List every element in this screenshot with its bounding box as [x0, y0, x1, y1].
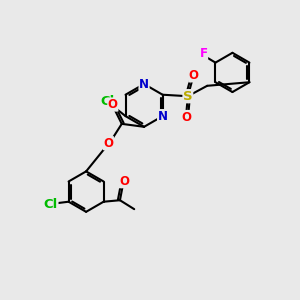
- Text: O: O: [189, 69, 199, 82]
- Text: F: F: [200, 47, 208, 60]
- Text: O: O: [182, 110, 191, 124]
- Text: O: O: [103, 137, 113, 150]
- Text: Cl: Cl: [44, 198, 58, 211]
- Text: O: O: [119, 175, 129, 188]
- Text: N: N: [158, 110, 168, 123]
- Text: Cl: Cl: [100, 95, 115, 108]
- Text: O: O: [108, 98, 118, 111]
- Text: S: S: [183, 90, 193, 103]
- Text: N: N: [139, 77, 149, 91]
